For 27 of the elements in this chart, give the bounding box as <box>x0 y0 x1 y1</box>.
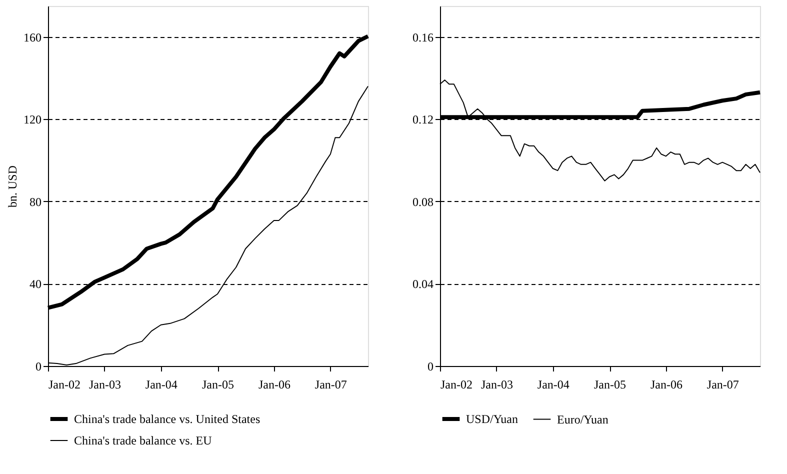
y-axis-title: bn. USD <box>6 165 20 208</box>
x-tick-label: Jan-07 <box>314 378 347 392</box>
y-tick-label: 0.04 <box>412 277 434 292</box>
x-tick-label: Jan-02 <box>440 378 472 392</box>
y-tick-label: 120 <box>24 112 42 127</box>
legend-label: China's trade balance vs. United States <box>74 412 260 426</box>
y-tick-label: 0.08 <box>412 194 434 209</box>
legend-label: China's trade balance vs. EU <box>74 434 212 448</box>
legend-label: Euro/Yuan <box>557 412 608 426</box>
x-tick-label: Jan-05 <box>594 378 626 392</box>
x-tick-label: Jan-03 <box>480 378 513 392</box>
x-tick-label: Jan-07 <box>706 378 739 392</box>
y-tick-label: 80 <box>30 194 42 209</box>
x-tick-label: Jan-04 <box>145 378 178 392</box>
y-tick-label: 0.16 <box>412 30 434 44</box>
x-tick-label: Jan-05 <box>202 378 234 392</box>
x-tick-label: Jan-02 <box>48 378 80 392</box>
x-tick-label: Jan-06 <box>650 378 682 392</box>
y-tick-label: 40 <box>30 277 42 292</box>
y-tick-label: 160 <box>24 30 42 44</box>
y-tick-label: 0 <box>428 360 434 374</box>
x-tick-label: Jan-03 <box>88 378 121 392</box>
x-tick-label: Jan-04 <box>537 378 570 392</box>
legend-label: USD/Yuan <box>466 412 518 426</box>
y-tick-label: 0.12 <box>412 112 434 127</box>
y-tick-label: 0 <box>36 360 42 374</box>
x-tick-label: Jan-06 <box>258 378 290 392</box>
